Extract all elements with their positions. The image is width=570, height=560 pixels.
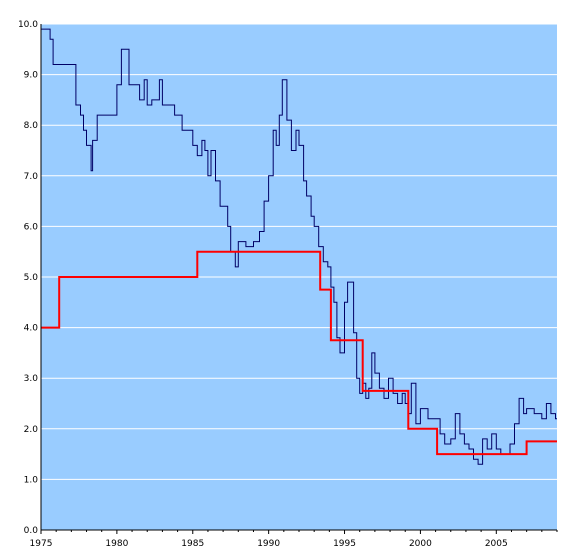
y-tick-label: 9.0 (24, 71, 39, 81)
y-tick-label: 5.0 (24, 273, 39, 283)
y-tick-label: 3.0 (24, 374, 39, 384)
x-tick-label: 1980 (105, 539, 128, 549)
y-tick-label: 0.0 (24, 526, 39, 536)
y-tick-label: 7.0 (24, 172, 39, 182)
x-tick-label: 1990 (257, 539, 280, 549)
x-tick-label: 1985 (181, 539, 204, 549)
y-tick-label: 2.0 (24, 425, 39, 435)
tick-labels: 0.0 1.0 2.0 3.0 4.0 5.0 6.0 7.0 8.0 9.0 10.0 1975 19… (18, 20, 508, 549)
y-tick-label: 6.0 (24, 222, 39, 232)
series-line-1 (41, 28, 557, 465)
x-tick-label: 2000 (409, 539, 432, 549)
x-tick-label: 2005 (485, 539, 508, 549)
series-line-2 (41, 250, 557, 456)
y-tick-label: 10.0 (18, 20, 38, 30)
x-tick-label: 1975 (30, 539, 53, 549)
series-group (41, 28, 557, 465)
x-tick-label: 1995 (333, 539, 356, 549)
gridlines (41, 23, 557, 480)
y-tick-label: 8.0 (24, 121, 39, 131)
y-tick-label: 4.0 (24, 324, 39, 334)
y-tick-label: 1.0 (24, 475, 39, 485)
axes (40, 24, 558, 534)
